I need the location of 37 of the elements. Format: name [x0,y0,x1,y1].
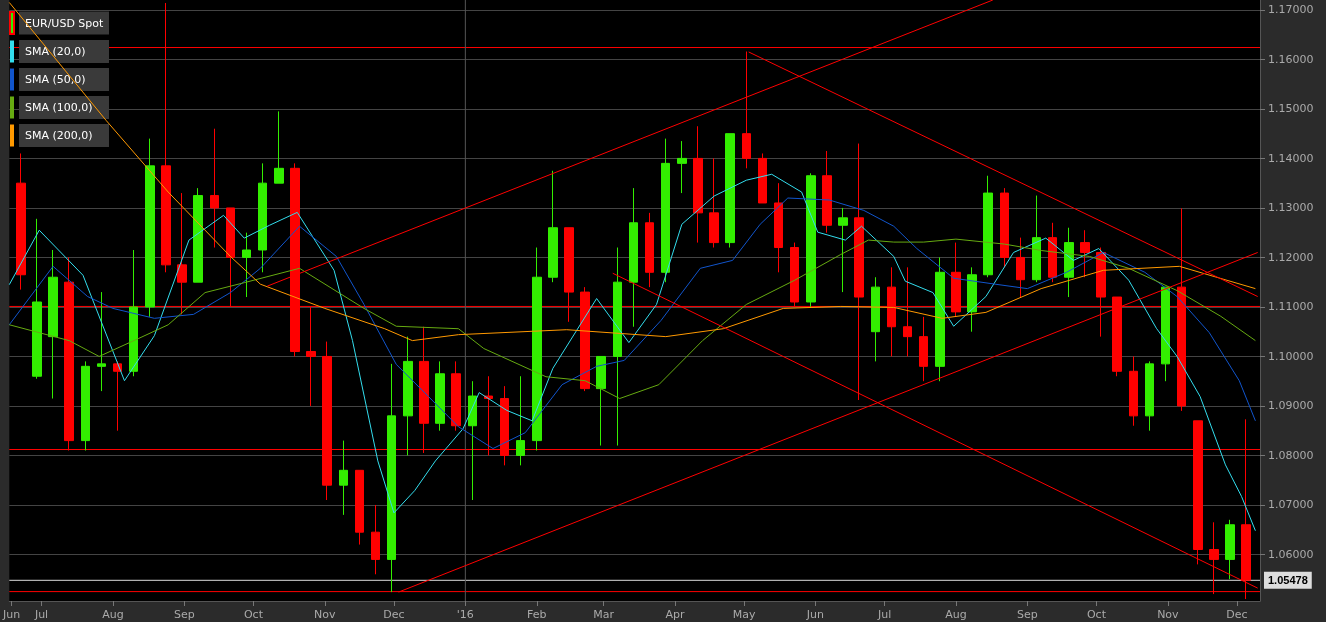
x-tick-label: Jun [805,608,825,621]
x-tick-label: Oct [243,608,264,621]
y-tick-label: 1.09000 [1268,399,1314,413]
y-tick-label: 1.15000 [1268,102,1314,116]
x-tick-label: Oct [1086,608,1107,621]
legend-label: SMA (100,0) [25,101,93,114]
legend-label: SMA (200,0) [25,129,93,142]
x-tick-label: Sep [1017,608,1038,621]
x-tick-label: Sep [173,608,195,621]
x-tick-label: '16 [456,608,474,621]
x-tick-label: Nov [1157,608,1180,621]
x-tick-label: Mar [593,608,615,621]
y-tick-label: 1.10000 [1268,349,1314,363]
legend-label: SMA (20,0) [25,45,86,58]
y-tick-label: 1.17000 [1268,3,1314,17]
x-tick-label: Feb [527,608,547,621]
legend-label: EUR/USD Spot [25,16,105,30]
x-tick-label: Aug [102,608,124,621]
legend-label: SMA (50,0) [25,73,86,86]
y-tick-label: 1.13000 [1268,201,1314,215]
y-tick-label: 1.11000 [1268,300,1314,314]
x-tick-label: Dec [383,608,405,621]
ref-line-label: 1.05478 [1268,574,1308,587]
x-tick-label: Nov [314,608,337,621]
x-tick-label: Jul [33,608,49,621]
x-tick-label: Jul [876,608,892,621]
y-tick-label: 1.08000 [1268,448,1314,462]
x-tick-label: May [732,608,756,621]
y-tick-label: 1.16000 [1268,52,1314,66]
y-tick-label: 1.14000 [1268,151,1314,165]
x-tick-label: Aug [945,608,967,621]
x-tick-label: Jun [2,608,21,621]
x-tick-label: Dec [1226,608,1248,621]
x-tick-label: Apr [665,608,685,621]
y-tick-label: 1.06000 [1268,547,1314,561]
y-tick-label: 1.07000 [1268,498,1314,512]
y-tick-label: 1.12000 [1268,250,1314,264]
